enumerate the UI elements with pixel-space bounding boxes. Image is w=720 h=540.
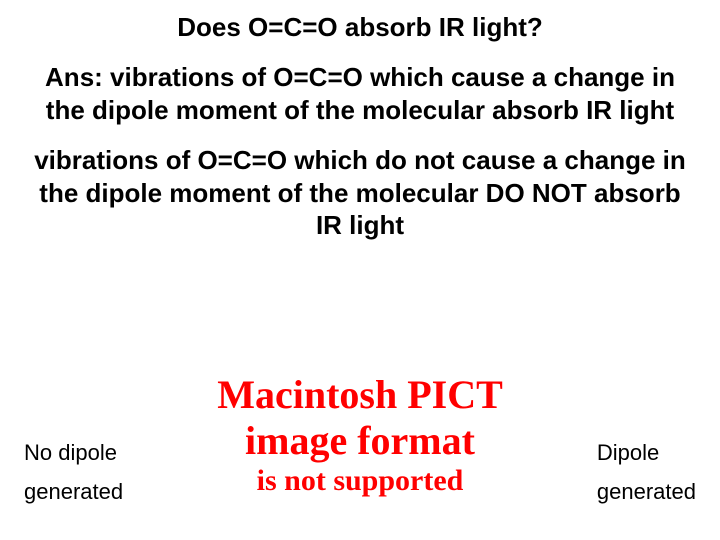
pict-placeholder: Macintosh PICT image format is not suppo…	[217, 372, 503, 499]
pict-line-2: image format	[217, 418, 503, 464]
right-caption-line-1: Dipole	[597, 433, 696, 473]
answer-paragraph-1: Ans: vibrations of O=C=O which cause a c…	[0, 53, 720, 136]
right-caption: Dipole generated	[597, 433, 696, 512]
pict-line-3: is not supported	[217, 464, 503, 499]
left-caption-line-1: No dipole	[24, 433, 123, 473]
right-caption-line-2: generated	[597, 472, 696, 512]
pict-line-1: Macintosh PICT	[217, 372, 503, 418]
left-caption: No dipole generated	[24, 433, 123, 512]
slide-title: Does O=C=O absorb IR light?	[0, 0, 720, 53]
answer-paragraph-2: vibrations of O=C=O which do not cause a…	[0, 136, 720, 252]
left-caption-line-2: generated	[24, 472, 123, 512]
